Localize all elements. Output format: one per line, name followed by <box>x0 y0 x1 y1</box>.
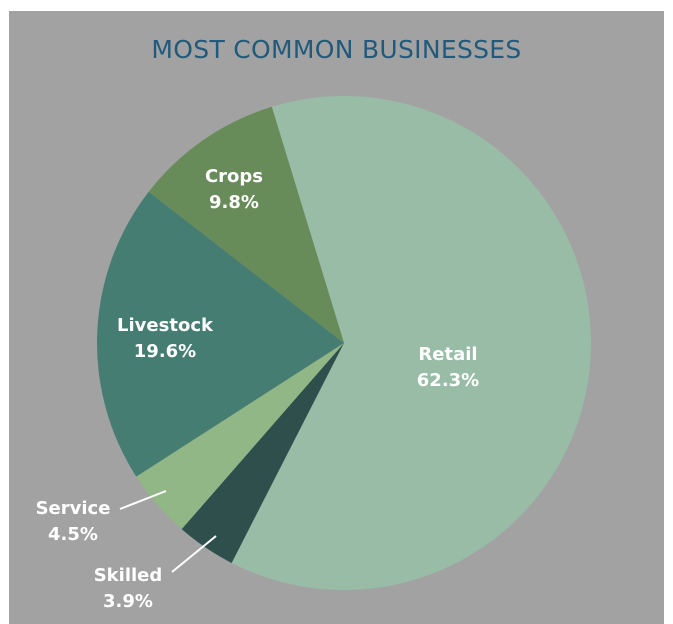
slice-value-livestock: 19.6% <box>134 341 196 362</box>
pie-slice-retail <box>231 96 591 590</box>
slice-label-livestock: Livestock <box>117 315 214 336</box>
slice-value-skilled: 3.9% <box>103 591 153 612</box>
chart-title: MOST COMMON BUSINESSES <box>151 35 522 64</box>
slice-label-service: Service <box>36 498 111 519</box>
pie-slice-service <box>136 343 344 530</box>
leader-line-service <box>119 490 167 510</box>
leader-line-skilled <box>171 535 217 573</box>
slice-label-skilled: Skilled <box>94 565 163 586</box>
pie-slice-livestock <box>97 191 345 477</box>
pie-slice-skilled <box>181 343 344 563</box>
slice-value-retail: 62.3% <box>417 370 479 391</box>
slice-label-retail: Retail <box>418 344 477 365</box>
slice-value-crops: 9.8% <box>209 192 259 213</box>
slice-value-service: 4.5% <box>48 524 98 545</box>
pie-slice-crops <box>148 106 344 343</box>
slice-label-crops: Crops <box>205 166 263 187</box>
